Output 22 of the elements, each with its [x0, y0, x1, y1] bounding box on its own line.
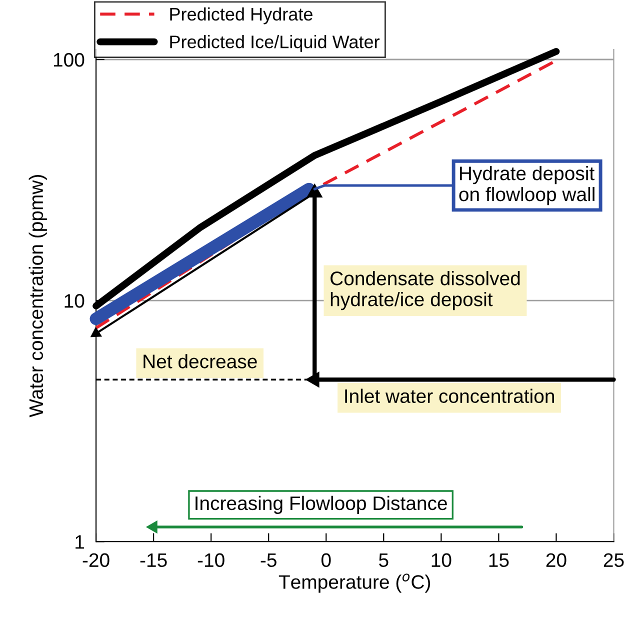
- y-axis-title: Water concentration (ppmw): [28, 175, 47, 418]
- annotation: Inlet water concentration: [345, 388, 554, 404]
- x-tick-label: -10: [198, 553, 224, 568]
- x-tick-label: -20: [82, 553, 110, 568]
- annotation: Hydrate deposit on flowloop wall: [459, 166, 594, 206]
- y-tick-label: 10: [64, 294, 84, 308]
- x-axis-title: Temperature ($^{o}$C): [278, 574, 430, 593]
- x-tick-label: 20: [546, 553, 566, 568]
- y-tick-label: 1: [76, 535, 84, 549]
- legend-label: Predicted Hydrate: [170, 7, 312, 24]
- x-tick-label: 10: [432, 553, 452, 568]
- x-tick-label: 5: [379, 553, 388, 568]
- annotation: Net decrease: [144, 354, 257, 368]
- y-tick-label: 100: [54, 52, 84, 67]
- annotation: Condensate dissolved hydrate/ice deposit: [330, 271, 520, 310]
- x-tick-label: 0: [321, 553, 331, 568]
- x-tick-label: 25: [604, 553, 624, 568]
- x-tick-label: -15: [140, 553, 167, 568]
- legend-label: Predicted Ice/Liquid Water: [170, 35, 380, 52]
- x-tick-label: -5: [260, 553, 276, 568]
- annotation: Increasing Flowloop Distance: [196, 496, 447, 514]
- x-tick-label: 15: [489, 553, 509, 568]
